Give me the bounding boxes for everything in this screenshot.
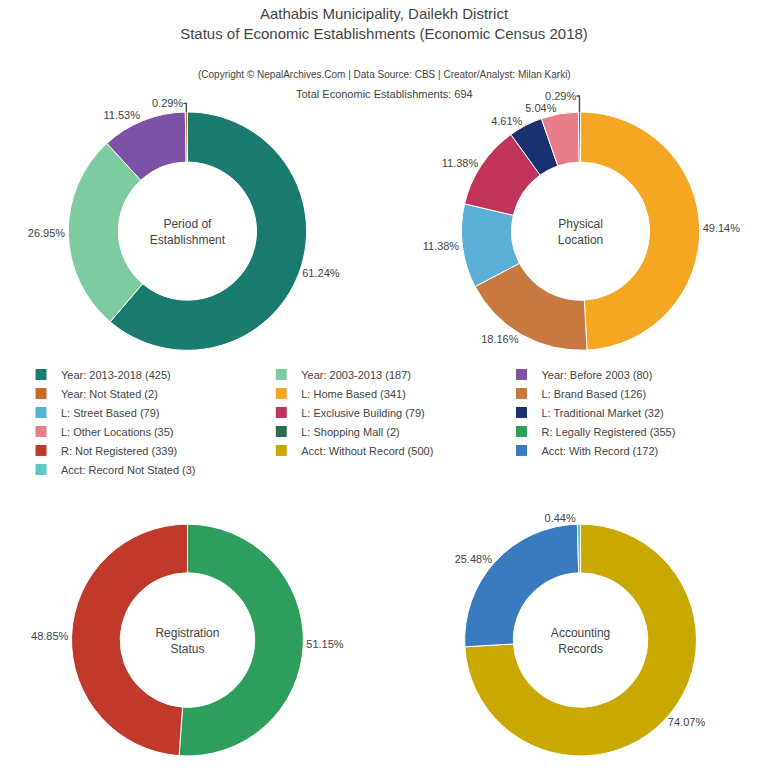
svg-text:26.95%: 26.95% [28, 227, 66, 239]
svg-text:L: Brand Based (126): L: Brand Based (126) [541, 388, 646, 400]
svg-text:18.16%: 18.16% [481, 333, 519, 345]
svg-text:11.38%: 11.38% [442, 157, 479, 169]
svg-text:RegistrationStatus: RegistrationStatus [155, 626, 219, 656]
svg-text:R: Not Registered (339): R: Not Registered (339) [61, 445, 177, 457]
svg-text:Year: 2003-2013 (187): Year: 2003-2013 (187) [301, 369, 411, 381]
svg-text:74.07%: 74.07% [668, 716, 706, 728]
svg-text:(Copyright © NepalArchives.Com: (Copyright © NepalArchives.Com | Data So… [198, 69, 571, 80]
svg-text:0.29%: 0.29% [152, 97, 183, 109]
svg-text:Year: Before 2003 (80): Year: Before 2003 (80) [541, 369, 652, 381]
svg-text:PhysicalLocation: PhysicalLocation [558, 217, 603, 247]
svg-text:R: Legally Registered (355): R: Legally Registered (355) [541, 426, 675, 438]
svg-text:4.61%: 4.61% [491, 115, 522, 127]
svg-text:Acct: With Record (172): Acct: With Record (172) [541, 445, 658, 457]
svg-text:AccountingRecords: AccountingRecords [551, 626, 610, 656]
svg-text:25.48%: 25.48% [455, 553, 493, 565]
svg-text:L: Shopping Mall (2): L: Shopping Mall (2) [301, 426, 399, 438]
svg-text:Acct: Record Not Stated (3): Acct: Record Not Stated (3) [61, 464, 196, 476]
svg-text:Year: 2013-2018 (425): Year: 2013-2018 (425) [61, 369, 171, 381]
svg-text:51.15%: 51.15% [306, 638, 344, 650]
svg-text:0.29%: 0.29% [545, 90, 576, 102]
svg-text:5.04%: 5.04% [525, 102, 556, 114]
svg-text:L: Home Based (341): L: Home Based (341) [301, 388, 406, 400]
svg-text:Acct: Without Record (500): Acct: Without Record (500) [301, 445, 433, 457]
svg-text:L: Street Based (79): L: Street Based (79) [61, 407, 159, 419]
svg-text:49.14%: 49.14% [703, 222, 741, 234]
svg-text:11.53%: 11.53% [103, 109, 140, 121]
svg-text:Total Economic Establishments:: Total Economic Establishments: 694 [296, 88, 473, 100]
svg-text:11.38%: 11.38% [423, 240, 460, 252]
svg-text:48.85%: 48.85% [31, 630, 69, 642]
svg-text:0.44%: 0.44% [545, 512, 576, 524]
svg-text:L: Other Locations (35): L: Other Locations (35) [61, 426, 174, 438]
svg-text:Aathabis Municipality, Dailekh: Aathabis Municipality, Dailekh DistrictS… [180, 5, 588, 42]
svg-text:Period ofEstablishment: Period ofEstablishment [150, 217, 226, 247]
svg-text:L: Exclusive Building (79): L: Exclusive Building (79) [301, 407, 425, 419]
svg-text:L: Traditional Market (32): L: Traditional Market (32) [541, 407, 663, 419]
svg-text:Year: Not Stated (2): Year: Not Stated (2) [61, 388, 158, 400]
svg-text:61.24%: 61.24% [302, 267, 340, 279]
